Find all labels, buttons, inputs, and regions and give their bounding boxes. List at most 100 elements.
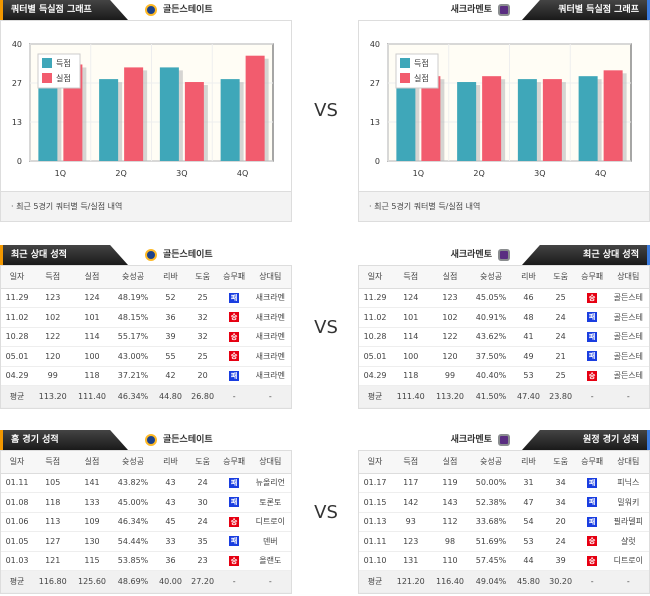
section-title: 쿼터별 득실점 그래프 (0, 0, 128, 20)
warriors-logo-icon (145, 249, 157, 261)
table-cell: 디트로이 (607, 551, 649, 571)
column-header: 득점 (33, 451, 73, 474)
table-cell: 33 (154, 531, 187, 552)
table-cell: 37.21% (111, 366, 155, 386)
table-cell: 48 (512, 307, 545, 328)
table-cell: 36 (154, 307, 187, 328)
table-cell: 04.29 (1, 366, 34, 386)
table-cell: 골든스테 (607, 327, 649, 347)
table-row: 01.10 131 110 57.45% 44 39 승 디트로이 (359, 551, 649, 571)
table-cell: 39 (544, 551, 577, 571)
average-cell: 46.34% (111, 385, 155, 408)
column-header: 득점 (33, 266, 73, 289)
table-cell: 99 (33, 366, 73, 386)
table-cell: 54.44% (111, 531, 155, 552)
table-cell: 44 (512, 551, 545, 571)
table-cell: 124 (72, 288, 112, 308)
column-header: 일자 (359, 266, 392, 289)
team-name: 새크라멘토 (450, 5, 492, 15)
table-cell: 98 (430, 531, 470, 552)
bar-scored (159, 67, 179, 161)
team-name: 새크라멘토 (450, 250, 492, 260)
column-header: 슛성공 (111, 451, 155, 474)
table-row: 01.08 118 133 45.00% 43 30 패 토론토 (1, 492, 291, 513)
table-cell: 93 (391, 512, 431, 532)
average-cell: 111.40 (72, 385, 112, 408)
column-header: 승무패 (576, 266, 608, 289)
column-header: 리바 (154, 266, 187, 289)
column-header: 실점 (430, 451, 470, 474)
table-cell: 01.11 (1, 473, 34, 493)
table-cell: 01.17 (359, 473, 392, 493)
average-cell: 116.40 (430, 570, 470, 593)
table-cell: 52 (154, 288, 187, 308)
average-cell: 평균 (1, 570, 34, 593)
table-cell: 48.19% (111, 288, 155, 308)
table-cell: 115 (72, 551, 112, 571)
y-tick-label: 27 (370, 79, 380, 88)
stats-table-panel: 홈 경기 성적 골든스테이트 일자 득점 실점 슛성공 리바 도움 승무패 상대팀 01.11 105… (0, 430, 292, 594)
average-cell: 30.20 (544, 570, 577, 593)
average-cell: 평균 (359, 385, 392, 408)
table-cell: 24 (186, 512, 219, 532)
table-row: 04.29 99 118 37.21% 42 20 패 새크라멘 (1, 366, 291, 386)
table-cell: 141 (72, 473, 112, 493)
x-tick-label: 1Q (55, 169, 66, 178)
away-quarter-panel: 쿼터별 득실점 그래프 새크라멘토 0 13 27 40 1Q 2Q 3Q 4Q 득점 실점 · … (358, 0, 650, 222)
bar-allowed (421, 76, 441, 161)
kings-logo-icon (498, 434, 510, 446)
result-badge: 승 (587, 536, 598, 547)
table-cell: 52.38% (469, 492, 513, 513)
table-cell: 11.29 (359, 288, 392, 308)
column-header: 실점 (430, 266, 470, 289)
table-cell: 23 (186, 551, 219, 571)
table-cell: 24 (544, 307, 577, 328)
y-tick-label: 13 (12, 118, 22, 127)
column-header: 도움 (544, 451, 577, 474)
column-header: 도움 (544, 266, 577, 289)
table-cell: 34 (544, 492, 577, 513)
table-cell: 55 (154, 346, 187, 367)
result-badge: 패 (587, 351, 598, 362)
average-cell: 121.20 (391, 570, 431, 593)
average-row: 평균 121.20 116.40 49.04% 45.80 30.20- - (359, 570, 649, 593)
average-cell: 116.80 (33, 570, 73, 593)
table-cell: 01.08 (1, 492, 34, 513)
table-cell: 114 (72, 327, 112, 347)
home-quarter-panel: 쿼터별 득실점 그래프 골든스테이트 0 13 27 40 1Q 2Q 3Q 4Q 득점 실점 ·… (0, 0, 292, 222)
y-tick-label: 40 (370, 40, 380, 49)
table-cell: 122 (430, 327, 470, 347)
column-header: 승무패 (218, 451, 250, 474)
result-badge: 승 (587, 370, 598, 381)
result-badge: 패 (229, 536, 240, 547)
kings-logo-icon (498, 4, 510, 16)
result-badge: 패 (587, 331, 598, 342)
average-cell: - (218, 385, 250, 408)
table-cell: 102 (430, 307, 470, 328)
legend-label: 실점 (414, 73, 429, 83)
result-badge: 승 (229, 516, 240, 527)
table-cell: 31 (512, 473, 545, 493)
average-cell: - (576, 570, 608, 593)
table-cell: 25 (186, 288, 219, 308)
table-cell: 45.00% (111, 492, 155, 513)
average-row: 평균 116.80 125.60 48.69% 40.00 27.20- - (1, 570, 291, 593)
table-cell: 46 (512, 288, 545, 308)
kings-logo-icon (498, 249, 510, 261)
team-name: 골든스테이트 (163, 435, 213, 445)
table-cell: 53 (512, 366, 545, 386)
table-cell: 119 (430, 473, 470, 493)
table-cell: 55.17% (111, 327, 155, 347)
table-cell: 24 (186, 473, 219, 493)
bar-allowed (603, 70, 623, 161)
column-header: 상대팀 (607, 266, 649, 289)
bar-scored (38, 79, 58, 161)
x-tick-label: 3Q (176, 169, 187, 178)
table-row: 10.28 114 122 43.62% 41 24 패 골든스테 (359, 327, 649, 347)
column-header: 득점 (391, 266, 431, 289)
result-badge: 승 (587, 555, 598, 566)
table-cell: 새크라멘 (249, 366, 291, 386)
table-cell: 39 (154, 327, 187, 347)
